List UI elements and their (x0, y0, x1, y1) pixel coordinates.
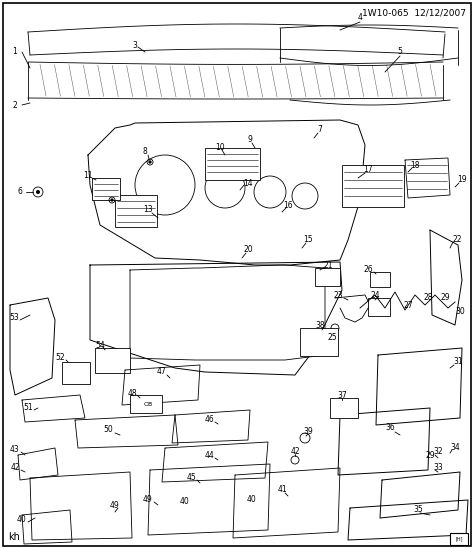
Text: 38: 38 (315, 322, 325, 330)
Text: 51: 51 (23, 404, 33, 412)
Bar (115, 195, 157, 227)
Text: 28: 28 (423, 294, 433, 302)
Text: 53: 53 (9, 313, 19, 322)
Bar (300, 328, 338, 356)
Bar (330, 398, 358, 418)
Text: 44: 44 (205, 451, 215, 460)
Text: 49: 49 (143, 496, 153, 505)
Text: 5: 5 (398, 48, 402, 57)
Bar (450, 533, 468, 545)
Bar (370, 272, 390, 287)
Bar (92, 178, 120, 200)
Text: 1: 1 (13, 48, 18, 57)
Text: 40: 40 (180, 497, 190, 507)
Text: 10: 10 (215, 143, 225, 153)
Circle shape (36, 190, 40, 194)
Text: 50: 50 (103, 425, 113, 434)
Bar (368, 298, 390, 316)
Text: 39: 39 (303, 428, 313, 436)
Text: 43: 43 (10, 445, 20, 455)
Bar (342, 165, 404, 207)
Text: 37: 37 (337, 391, 347, 401)
Text: 29: 29 (440, 294, 450, 302)
Bar (62, 362, 90, 384)
Text: 26: 26 (363, 266, 373, 274)
Text: 48: 48 (127, 389, 137, 397)
Text: 24: 24 (370, 290, 380, 300)
Text: 9: 9 (247, 136, 253, 144)
Bar (205, 148, 260, 180)
Circle shape (111, 199, 113, 201)
Bar (95, 348, 130, 373)
Text: 3: 3 (133, 41, 137, 49)
Text: 4: 4 (357, 14, 363, 23)
Text: 22: 22 (452, 236, 462, 244)
Text: 42: 42 (10, 463, 20, 473)
Text: 47: 47 (157, 367, 167, 377)
Bar (315, 268, 340, 286)
Text: 23: 23 (333, 292, 343, 300)
Text: 31: 31 (453, 357, 463, 367)
Text: 49: 49 (110, 501, 120, 509)
Text: 30: 30 (455, 307, 465, 317)
Text: [H]: [H] (455, 536, 463, 541)
Text: 13: 13 (143, 205, 153, 215)
Text: 14: 14 (243, 178, 253, 188)
Text: 17: 17 (363, 165, 373, 175)
Text: 32: 32 (433, 447, 443, 457)
Text: 42: 42 (290, 447, 300, 457)
Text: kh: kh (8, 532, 20, 542)
Text: 52: 52 (55, 354, 65, 362)
Text: 16: 16 (283, 200, 293, 210)
Text: 29: 29 (425, 451, 435, 460)
Text: 6: 6 (18, 188, 22, 197)
Text: 40: 40 (17, 516, 27, 524)
Text: 21: 21 (323, 260, 333, 270)
Text: 41: 41 (277, 485, 287, 495)
Text: 36: 36 (385, 423, 395, 433)
Text: 33: 33 (433, 463, 443, 473)
Text: 45: 45 (187, 473, 197, 483)
Text: 25: 25 (327, 333, 337, 343)
Text: 11: 11 (83, 171, 93, 180)
Text: 27: 27 (403, 300, 413, 310)
Text: 20: 20 (243, 245, 253, 255)
Text: 8: 8 (143, 148, 147, 156)
Text: 1W10-065  12/12/2007: 1W10-065 12/12/2007 (362, 8, 466, 17)
Text: OB: OB (143, 402, 153, 407)
Text: 15: 15 (303, 236, 313, 244)
Text: 46: 46 (205, 416, 215, 424)
Text: 2: 2 (13, 100, 18, 109)
Text: 18: 18 (410, 160, 420, 170)
Text: 34: 34 (450, 444, 460, 452)
Text: 54: 54 (95, 340, 105, 350)
Text: 40: 40 (247, 496, 257, 505)
Bar (130, 395, 162, 413)
Circle shape (149, 161, 151, 163)
Text: 35: 35 (413, 506, 423, 514)
Text: 7: 7 (318, 126, 322, 135)
Text: 19: 19 (457, 176, 467, 184)
